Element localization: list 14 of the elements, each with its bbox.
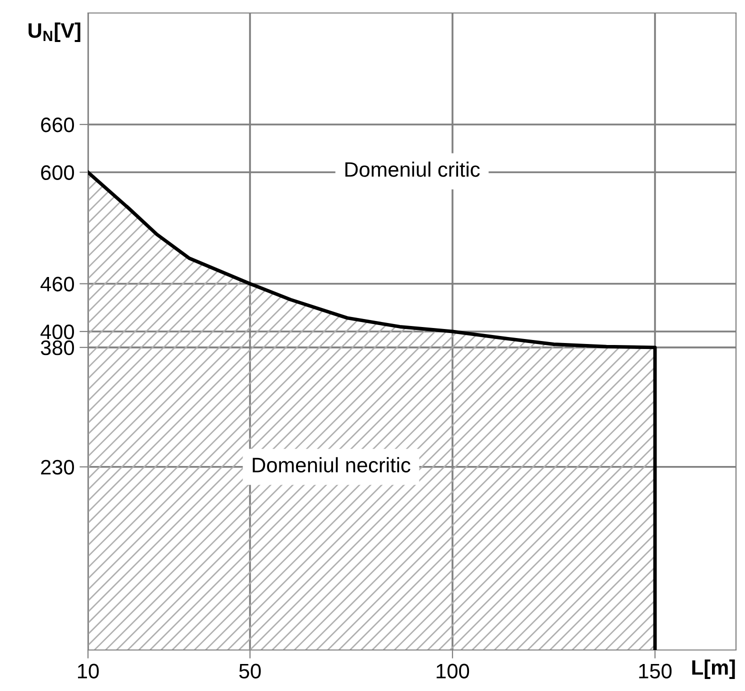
annotation: Domeniul necritic — [252, 457, 410, 472]
y-tick-label: 660 — [41, 117, 74, 132]
annotation: Domeniul critic — [345, 162, 480, 177]
y-tick-label: 600 — [41, 165, 74, 180]
y-axis-title: U$_{N}$[V] — [28, 22, 80, 42]
y-tick-label: 400 — [40, 324, 74, 340]
x-tick-label: 150 — [639, 664, 672, 678]
y-tick-label: 230 — [41, 460, 74, 475]
x-tick-label: 50 — [239, 664, 261, 678]
x-tick-label: 10 — [78, 664, 99, 678]
y-tick-label: 460 — [40, 276, 74, 292]
x-tick-label: 100 — [436, 664, 470, 678]
x-axis-title: L[m] — [692, 660, 735, 679]
y-tick-label: 380 — [40, 340, 74, 356]
